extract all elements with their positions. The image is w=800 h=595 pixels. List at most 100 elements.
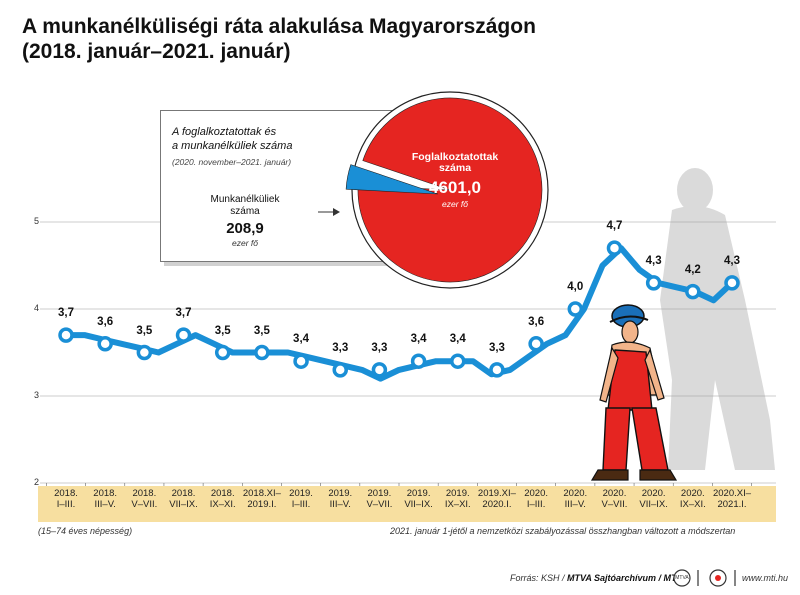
- data-point: [567, 301, 584, 317]
- data-point: [136, 344, 153, 361]
- employed-label-line2: száma: [438, 162, 472, 174]
- unemployed-unit: ezer fő: [232, 238, 258, 248]
- x-tick-label: 2020. V–VII.: [592, 488, 636, 510]
- x-tick-label-line1: 2018.: [210, 488, 235, 499]
- source-agency: MTVA Sajtóarchívum / MTI: [567, 573, 680, 583]
- x-tick-label-line2: III–V.: [564, 499, 586, 510]
- x-tick-label-line1: 2020.: [641, 488, 666, 499]
- data-point: [528, 336, 544, 352]
- data-point: [489, 362, 505, 378]
- data-label: 4,2: [684, 263, 701, 276]
- x-tick-label: 2020. I–III.: [514, 488, 558, 510]
- data-points: [58, 240, 740, 378]
- data-label: 3,4: [410, 333, 427, 346]
- data-label: 3,5: [253, 324, 270, 337]
- employed-unit: ezer fő: [442, 199, 468, 209]
- y-tick-2: 2: [34, 477, 40, 487]
- x-tick-label-line2: V–VII.: [601, 499, 628, 510]
- x-tick-label-line2: IX–XI.: [444, 499, 471, 510]
- x-tick-label-line1: 2020.: [680, 488, 705, 499]
- x-tick-label: 2019. V–VII.: [357, 488, 401, 510]
- x-tick-label-line1: 2018.: [132, 488, 157, 499]
- inset-title-line1: A foglalkoztatottak és: [172, 126, 277, 138]
- source-credit: Forrás: KSH / MTVA Sajtóarchívum / MTI: [510, 573, 679, 583]
- x-tick-label-line2: I–III.: [56, 499, 76, 510]
- x-tick-label-line1: 2020.: [563, 488, 588, 499]
- data-label: 4,3: [724, 254, 740, 267]
- data-point: [410, 353, 427, 369]
- x-tick-label-line1: 2018.: [171, 488, 196, 499]
- x-tick-label-line2: III–V.: [94, 499, 116, 510]
- x-axis-band: [38, 486, 776, 522]
- employed-label: Foglalkoztatottak száma: [395, 152, 515, 174]
- data-point: [724, 275, 740, 291]
- methodology-note: 2021. január 1-jétől a nemzetközi szabál…: [390, 526, 736, 536]
- chart-title: A munkanélküliségi ráta alakulása Magyar…: [22, 14, 536, 64]
- data-point: [371, 362, 388, 378]
- data-point: [685, 283, 701, 300]
- source-prefix: Forrás: KSH /: [510, 573, 568, 583]
- y-tick-3: 3: [34, 390, 40, 400]
- data-label: 3,7: [175, 307, 192, 320]
- data-point: [332, 362, 348, 378]
- x-tick-label-line1: 2019.: [406, 488, 431, 499]
- x-tick-label-line2: VII–IX.: [639, 499, 668, 510]
- x-tick-label-line1: 2019.: [328, 488, 353, 499]
- data-label: 3,3: [371, 341, 388, 354]
- x-tick-label: 2018. I–III.: [44, 488, 88, 510]
- data-label: 3,6: [528, 315, 545, 328]
- data-label: 3,3: [488, 341, 505, 354]
- data-label: 3,3: [332, 341, 349, 354]
- data-label: 3,6: [97, 315, 114, 328]
- unemployed-value: 208,9: [226, 220, 264, 237]
- employed-value: 4601,0: [429, 178, 481, 197]
- data-label: 3,5: [214, 324, 231, 337]
- x-tick-label-line1: 2019.: [367, 488, 392, 499]
- x-tick-label: 2019.XI– 2020.I.: [475, 488, 519, 510]
- x-tick-label-line2: IX–XI.: [209, 499, 236, 510]
- shadow-figure-icon: [660, 168, 775, 470]
- x-tick-label-line2: III–V.: [329, 499, 351, 510]
- x-tick-label: 2018.XI– 2019.I.: [240, 488, 284, 510]
- data-point: [606, 240, 623, 256]
- x-tick-label-line2: 2021.I.: [717, 499, 747, 510]
- x-tick-label-line1: 2020.: [524, 488, 548, 499]
- population-note: (15–74 éves népesség): [38, 526, 133, 536]
- y-tick-4: 4: [34, 303, 40, 313]
- data-point: [175, 327, 192, 343]
- data-point: [58, 327, 74, 343]
- x-tick-label-line2: 2020.I.: [482, 499, 512, 510]
- data-point: [254, 344, 270, 361]
- data-point: [214, 344, 231, 361]
- chart-title-line2: (2018. január–2021. január): [22, 40, 291, 63]
- chart-title-line1: A munkanélküliségi ráta alakulása Magyar…: [22, 15, 536, 38]
- data-point: [645, 275, 662, 291]
- x-tick-label-line2: I–III.: [526, 499, 546, 510]
- inset-title: A foglalkoztatottak és a munkanélküliek …: [172, 125, 292, 153]
- x-tick-label-line1: 2019.XI–: [477, 488, 516, 499]
- x-tick-label: 2019. VII–IX.: [397, 488, 441, 510]
- x-tick-label-line1: 2020.XI–: [712, 488, 752, 499]
- mtva-logo-text: MTVA: [675, 575, 689, 581]
- x-tick-label-line1: 2018.XI–: [242, 488, 281, 499]
- x-tick-label-line1: 2020.: [602, 488, 627, 499]
- y-tick-5: 5: [34, 216, 40, 226]
- data-point: [97, 336, 113, 352]
- x-tick-label: 2018. V–VII.: [122, 488, 166, 510]
- data-label: 4,7: [606, 220, 623, 233]
- data-point: [293, 353, 309, 369]
- unemployed-label-line2: száma: [230, 206, 260, 217]
- series-line: [63, 245, 735, 382]
- x-tick-label: 2020.XI– 2021.I.: [710, 488, 754, 510]
- website-link[interactable]: www.mti.hu: [742, 573, 789, 583]
- data-label: 3,5: [136, 324, 153, 337]
- x-tick-label: 2020. VII–IX.: [632, 488, 676, 510]
- data-label: 3,4: [449, 333, 466, 346]
- x-tick-label: 2019. IX–XI.: [436, 488, 480, 510]
- x-tick-label-line2: V–VII.: [366, 499, 393, 510]
- data-point: [450, 353, 466, 369]
- x-tick-label: 2020. IX–XI.: [671, 488, 715, 510]
- data-label: 3,7: [58, 307, 74, 320]
- inset-period: (2020. november–2021. január): [172, 157, 292, 167]
